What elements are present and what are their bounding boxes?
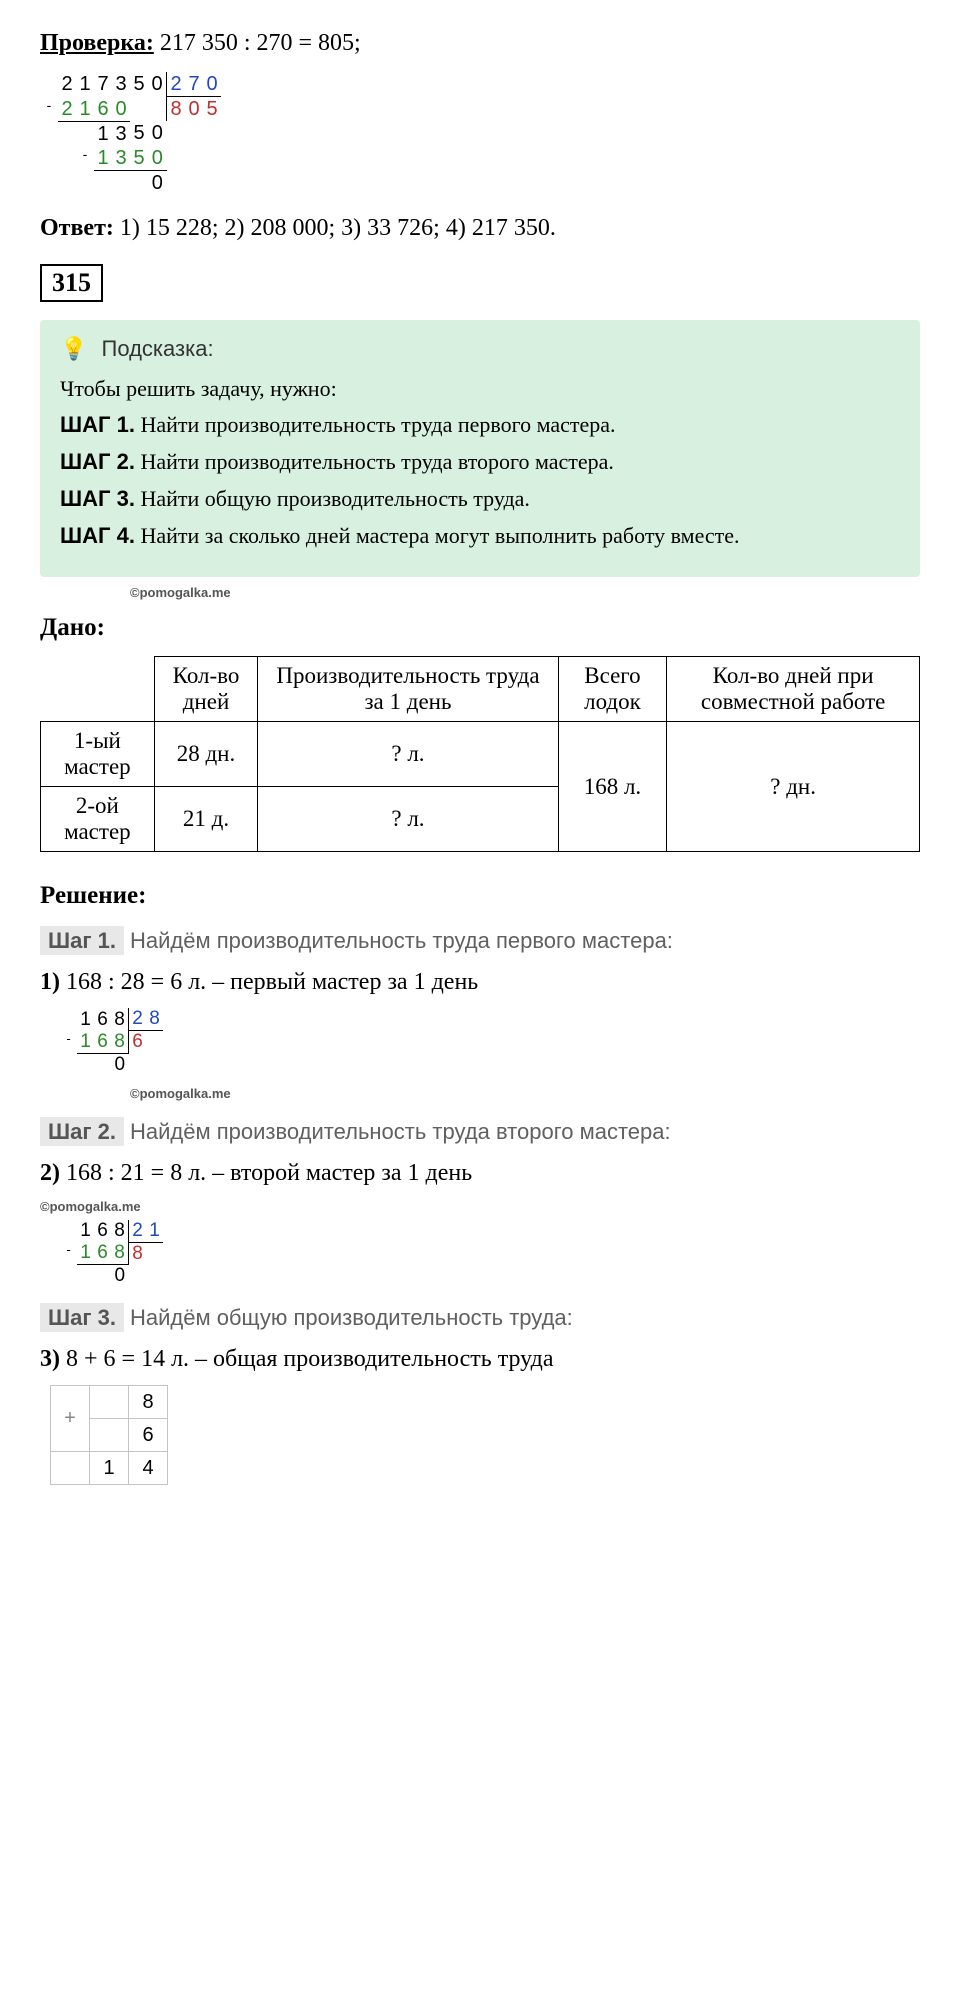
given-label: Дано: [40, 614, 920, 642]
step2-desc: Найдём производительность труда второго … [130, 1119, 671, 1144]
bulb-icon: 💡 [60, 336, 87, 361]
problem-number: 315 [40, 264, 103, 302]
step2-line: Шаг 2. Найдём производительность труда в… [40, 1119, 920, 1146]
step3-calc: 3) 8 + 6 = 14 л. – общая производительно… [40, 1346, 920, 1373]
problem-number-box: 315 [40, 264, 920, 320]
step2-calc: 2) 168 : 21 = 8 л. – второй мастер за 1 … [40, 1160, 920, 1187]
step3-desc: Найдём общую производительность труда: [130, 1305, 573, 1330]
hint-step1: ШАГ 1. Найти производительность труда пе… [60, 410, 900, 441]
hint-step4: ШАГ 4. Найти за сколько дней мастера мог… [60, 521, 900, 552]
check-line: Проверка: 217 350 : 270 = 805; [40, 30, 920, 57]
step3-line: Шаг 3. Найдём общую производительность т… [40, 1305, 920, 1332]
hint-step3: ШАГ 3. Найти общую производительность тр… [60, 484, 900, 515]
small-division-2: 1 6 8 2 1 - 1 6 8 8 0 [60, 1220, 920, 1288]
hint-step2: ШАГ 2. Найти производительность труда вт… [60, 447, 900, 478]
answer-line: Ответ: 1) 15 228; 2) 208 000; 3) 33 726;… [40, 215, 920, 242]
hint-title-row: 💡 Подсказка: [60, 336, 900, 362]
watermark-2: ©pomogalka.me [130, 1086, 920, 1101]
step1-calc: 1) 168 : 28 = 6 л. – первый мастер за 1 … [40, 969, 920, 996]
step1-label: Шаг 1. [40, 926, 124, 955]
answer-text: 1) 15 228; 2) 208 000; 3) 33 726; 4) 217… [120, 215, 556, 241]
step3-label: Шаг 3. [40, 1303, 124, 1332]
step1-desc: Найдём производительность труда первого … [130, 928, 673, 953]
step1-line: Шаг 1. Найдём производительность труда п… [40, 928, 920, 955]
hint-intro: Чтобы решить задачу, нужно: [60, 374, 900, 405]
given-table: Кол-во дней Производительность труда за … [40, 656, 920, 852]
solution-label: Решение: [40, 882, 920, 910]
table-row: 1-ый мастер 28 дн. ? л. 168 л. ? дн. [41, 722, 920, 787]
check-label: Проверка: [40, 30, 154, 56]
check-expr: 217 350 : 270 = 805; [160, 30, 361, 56]
step2-label: Шаг 2. [40, 1117, 124, 1146]
plus-icon: + [51, 1386, 90, 1452]
watermark-1: ©pomogalka.me [130, 585, 920, 600]
addition-table: + 8 6 1 4 [50, 1385, 920, 1485]
long-division-1: 2 1 7 3 5 0 2 7 0 - 2 1 6 0 8 0 5 1 3 5 … [40, 72, 920, 195]
hint-title: Подсказка: [102, 336, 214, 361]
watermark-3: ©pomogalka.me [40, 1199, 920, 1214]
hint-box: 💡 Подсказка: Чтобы решить задачу, нужно:… [40, 320, 920, 578]
table-header-row: Кол-во дней Производительность труда за … [41, 657, 920, 722]
answer-label: Ответ: [40, 215, 114, 241]
small-division-1: 1 6 8 2 8 - 1 6 8 6 0 [60, 1008, 920, 1076]
